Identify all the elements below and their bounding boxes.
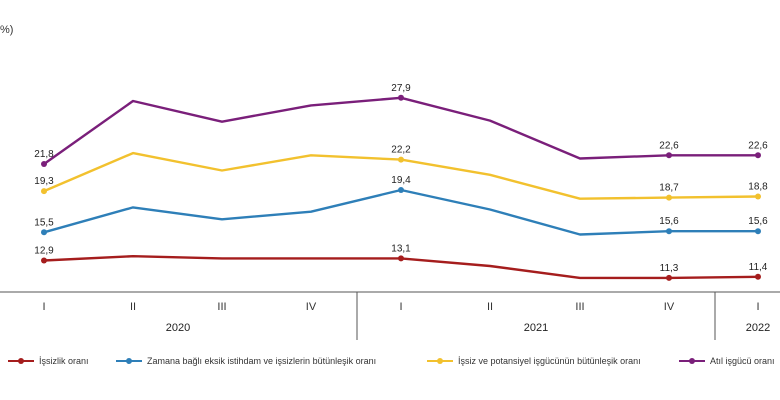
data-point xyxy=(41,229,47,236)
x-tick-label: IV xyxy=(664,301,675,313)
data-label: 22,2 xyxy=(391,145,411,156)
data-point xyxy=(41,257,47,264)
year-label: 2022 xyxy=(746,322,770,334)
legend-item: İşsizlik oranı xyxy=(8,356,89,366)
data-label: 11,3 xyxy=(660,263,679,274)
data-point xyxy=(41,161,47,167)
legend-label: Zamana bağlı eksik istihdam ve işsizleri… xyxy=(147,356,377,366)
legend-item: Atıl işgücü oranı xyxy=(679,356,775,366)
x-tick-label: I xyxy=(756,301,759,313)
data-label: 19,4 xyxy=(391,175,411,186)
data-point xyxy=(398,94,404,101)
data-label: 19,3 xyxy=(34,176,54,187)
data-label: 15,5 xyxy=(34,217,54,228)
data-point xyxy=(398,187,404,193)
data-point xyxy=(755,273,761,280)
x-tick-label: I xyxy=(42,301,45,313)
legend-swatch xyxy=(679,358,705,364)
data-point xyxy=(666,152,672,159)
data-point xyxy=(666,228,672,235)
year-label: 2021 xyxy=(524,322,548,334)
unit-label: %) xyxy=(0,24,14,36)
data-label: 15,6 xyxy=(659,216,679,227)
legend-label: İşsiz ve potansiyel işgücünün bütünleşik… xyxy=(458,356,641,366)
data-point xyxy=(41,188,47,195)
data-point xyxy=(755,228,761,235)
data-label: 18,8 xyxy=(748,182,768,193)
legend-swatch xyxy=(116,358,142,364)
x-tick-label: II xyxy=(130,301,136,313)
data-point xyxy=(666,194,672,201)
data-label: 22,6 xyxy=(659,140,679,151)
data-label: 13,1 xyxy=(391,243,411,254)
x-tick-label: IV xyxy=(306,301,317,313)
data-label: 27,9 xyxy=(391,83,411,94)
data-point xyxy=(755,152,761,159)
chart-legend: İşsizlik oranı Zamana bağlı eksik istihda… xyxy=(8,356,780,372)
legend-item: İşsiz ve potansiyel işgücünün bütünleşik… xyxy=(427,356,641,366)
data-label: 21,8 xyxy=(34,149,54,160)
legend-label: İşsizlik oranı xyxy=(39,356,89,366)
x-tick-label: III xyxy=(575,301,584,313)
data-label: 18,7 xyxy=(659,183,679,194)
data-point xyxy=(398,156,404,163)
legend-swatch xyxy=(427,358,453,364)
year-label: 2020 xyxy=(166,322,190,334)
data-label: 11,4 xyxy=(749,262,768,273)
data-label: 22,6 xyxy=(748,140,768,151)
legend-swatch xyxy=(8,358,34,364)
x-tick-label: II xyxy=(487,301,493,313)
data-label: 12,9 xyxy=(34,246,54,257)
data-point xyxy=(755,193,761,200)
x-tick-label: III xyxy=(217,301,226,313)
data-point xyxy=(398,255,404,262)
data-point xyxy=(666,274,672,281)
data-label: 15,6 xyxy=(748,216,768,227)
x-tick-label: I xyxy=(399,301,402,313)
legend-item: Zamana bağlı eksik istihdam ve işsizleri… xyxy=(116,356,376,366)
legend-label: Atıl işgücü oranı xyxy=(710,356,775,366)
